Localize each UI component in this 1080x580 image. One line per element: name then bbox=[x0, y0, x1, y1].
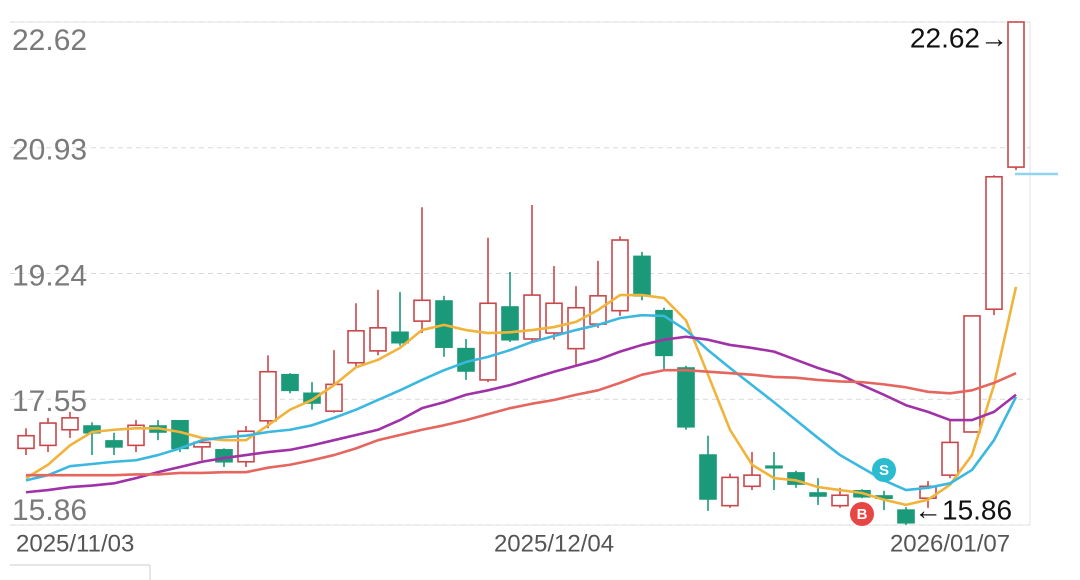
signal-label: B bbox=[857, 506, 868, 523]
ma-line bbox=[25, 313, 1018, 492]
candle-body bbox=[699, 454, 717, 500]
signal-label: S bbox=[879, 462, 889, 479]
ma-line bbox=[25, 335, 1017, 494]
candle-body bbox=[897, 509, 915, 524]
min-annotation: ←15.86 bbox=[914, 494, 1012, 525]
x-tick-label: 2025/11/03 bbox=[16, 530, 134, 557]
candle-body bbox=[413, 299, 431, 322]
candle-body bbox=[611, 239, 629, 312]
candle-body bbox=[391, 331, 409, 344]
candle-body bbox=[831, 494, 849, 507]
candle-body bbox=[105, 440, 123, 448]
candle-body bbox=[1007, 21, 1025, 168]
y-tick-label: 22.62 bbox=[12, 24, 87, 57]
candle-body bbox=[347, 329, 365, 364]
signal-marker bbox=[872, 458, 896, 482]
candle-body bbox=[259, 370, 277, 422]
ma-line bbox=[25, 286, 1018, 507]
y-tick-label: 17.55 bbox=[12, 385, 87, 418]
y-tick-label: 19.24 bbox=[12, 259, 87, 292]
candle-body bbox=[369, 327, 387, 352]
candle-body bbox=[127, 424, 145, 447]
max-annotation: 22.62→ bbox=[910, 22, 1008, 53]
candle-body bbox=[963, 315, 981, 433]
candle-body bbox=[765, 465, 783, 469]
candle-body bbox=[743, 474, 761, 488]
candle-body bbox=[633, 255, 651, 297]
signal-marker bbox=[850, 502, 874, 526]
candle-body bbox=[479, 302, 497, 381]
candle-body bbox=[523, 294, 541, 340]
y-tick-label: 20.93 bbox=[12, 134, 87, 167]
candle-body bbox=[17, 434, 35, 450]
candle-body bbox=[281, 373, 299, 392]
candle-body bbox=[941, 441, 959, 476]
x-tick-label: 2026/01/07 bbox=[890, 530, 1010, 557]
candle-body bbox=[501, 306, 519, 341]
candle-body bbox=[61, 417, 79, 431]
candle-body bbox=[677, 367, 695, 428]
x-tick-label: 2025/12/04 bbox=[494, 530, 614, 557]
candle-body bbox=[655, 309, 673, 357]
candle-body bbox=[809, 492, 827, 497]
candle-body bbox=[303, 392, 321, 404]
candle-body bbox=[721, 476, 739, 507]
candle-body bbox=[985, 175, 1003, 311]
candle-body bbox=[39, 422, 57, 447]
candle-body bbox=[193, 441, 211, 448]
y-tick-label: 15.86 bbox=[12, 494, 87, 527]
ma-line bbox=[26, 368, 1017, 477]
